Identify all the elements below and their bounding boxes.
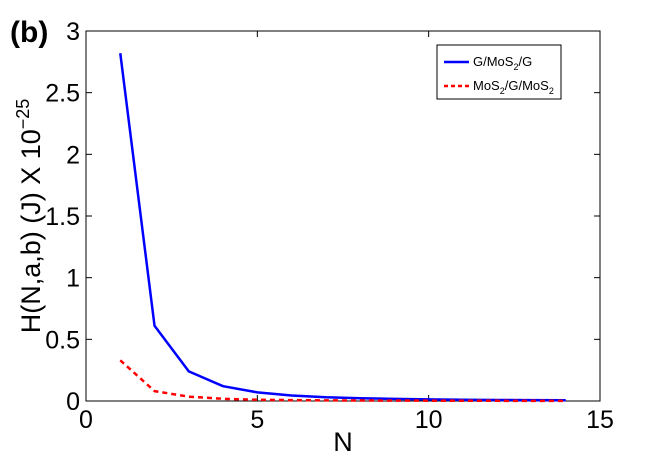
x-tick-label: 5 — [250, 406, 264, 434]
legend: G/MoS2/G MoS2/G/MoS2 — [436, 44, 562, 100]
panel-label: (b) — [10, 16, 48, 49]
y-axis-label-main: H(N,a,b) (J) X 10 — [16, 129, 46, 333]
x-tick-label: 0 — [79, 406, 93, 434]
y-tick-label: 0 — [66, 388, 80, 416]
legend-label-g-mos2-g: G/MoS2/G — [473, 54, 532, 72]
y-axis-ticks: 0 0.5 1 1.5 2 2.5 3 — [45, 18, 600, 416]
y-tick-label: 1.5 — [45, 203, 80, 231]
series-line-mos2-g-mos2 — [119, 359, 566, 403]
legend-box — [436, 44, 562, 100]
series-line-g-mos2-g — [119, 53, 566, 402]
legend-label-mos2-g-mos2: MoS2/G/MoS2 — [473, 78, 554, 96]
x-tick-label: 10 — [415, 406, 443, 434]
y-tick-label: 3 — [66, 18, 80, 46]
series-layer — [119, 53, 566, 403]
y-axis-label-exponent: −25 — [13, 99, 33, 130]
y-tick-label: 2.5 — [45, 80, 80, 108]
x-axis-label: N — [333, 427, 353, 457]
x-axis-ticks: 0 5 10 15 — [79, 31, 614, 434]
y-tick-label: 2 — [66, 141, 80, 169]
y-axis-label: H(N,a,b) (J) X 10−25 — [13, 99, 46, 334]
y-tick-label: 0.5 — [45, 326, 80, 354]
y-tick-label: 1 — [66, 265, 80, 293]
x-tick-label: 15 — [586, 406, 614, 434]
